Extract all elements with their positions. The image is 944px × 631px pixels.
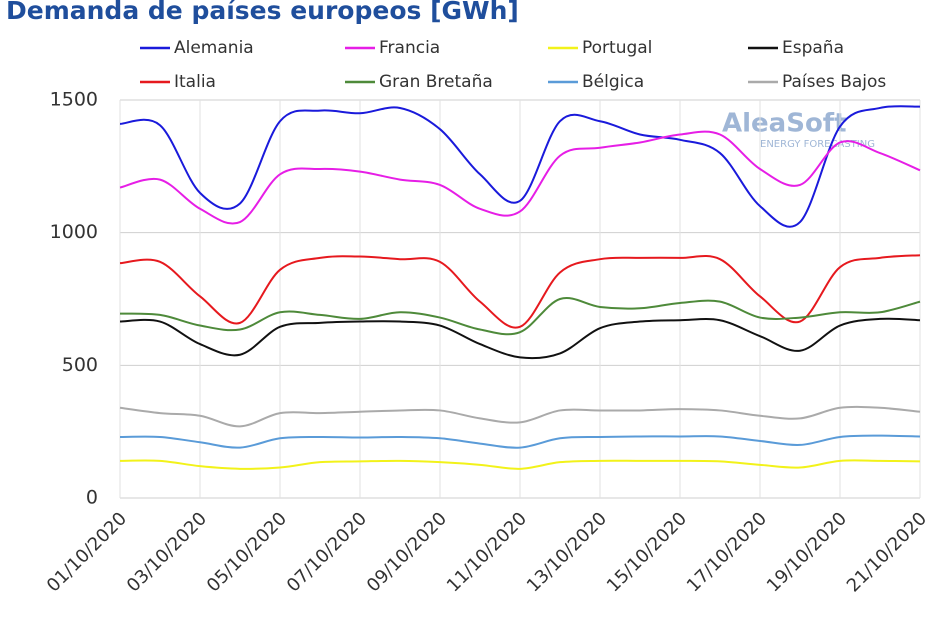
series-line: [119, 434, 921, 449]
series-line: [119, 254, 921, 329]
legend-label: Portugal: [582, 38, 652, 58]
legend-label: Gran Bretaña: [379, 72, 493, 92]
legend-label: Italia: [174, 72, 216, 92]
watermark-tagline: ENERGY FORECASTING: [760, 139, 875, 150]
series-line: [119, 130, 921, 225]
legend-label: Países Bajos: [782, 72, 886, 92]
y-tick-label: 1500: [50, 89, 98, 111]
y-tick-label: 0: [86, 487, 98, 509]
legend-label: Francia: [379, 38, 440, 58]
legend-label: España: [782, 38, 844, 58]
watermark-brand: AleaSoft: [722, 109, 847, 139]
chart-title: Demanda de países europeos [GWh]: [6, 0, 519, 25]
series-line: [119, 459, 921, 470]
legend-label: Bélgica: [582, 72, 644, 92]
series-line: [119, 405, 921, 428]
y-tick-label: 500: [62, 354, 98, 376]
series-line: [119, 297, 921, 336]
series-line: [119, 317, 921, 360]
y-tick-label: 1000: [50, 221, 98, 243]
legend-label: Alemania: [174, 38, 254, 58]
series-line: [119, 105, 921, 228]
